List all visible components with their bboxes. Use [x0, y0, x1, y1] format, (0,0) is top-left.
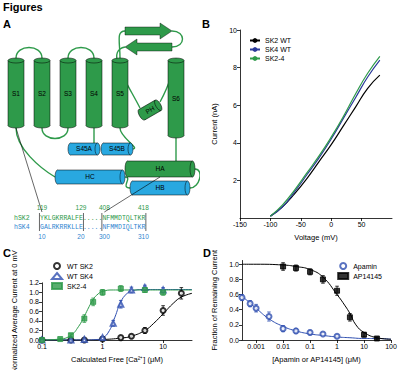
html-text:B: B	[202, 18, 210, 30]
svg-text:50: 50	[358, 221, 366, 228]
svg-text:Voltage (mV): Voltage (mV)	[294, 233, 338, 242]
svg-text:119: 119	[37, 204, 48, 211]
svg-text:300: 300	[99, 233, 110, 240]
html-text:C: C	[3, 247, 11, 259]
svg-text:HB: HB	[155, 184, 164, 191]
svg-text:0.1: 0.1	[37, 343, 47, 350]
svg-text:S3: S3	[64, 90, 72, 97]
svg-text:0.001: 0.001	[247, 343, 265, 350]
svg-text:S2: S2	[38, 90, 46, 97]
svg-text:S6: S6	[172, 95, 180, 102]
svg-text:4: 4	[233, 139, 237, 146]
svg-text:10: 10	[38, 233, 46, 240]
svg-text:S45A: S45A	[76, 145, 93, 152]
svg-text:Current (nA): Current (nA)	[210, 103, 219, 145]
svg-text:PH: PH	[144, 104, 156, 115]
svg-text:WT SK2: WT SK2	[67, 263, 93, 270]
svg-text:SK2 WT: SK2 WT	[265, 37, 292, 44]
svg-text:Calculated Free [Ca²⁺] (μM): Calculated Free [Ca²⁺] (μM)	[71, 355, 163, 364]
svg-text:418: 418	[138, 204, 149, 211]
svg-text:Fraction of Remaining Current: Fraction of Remaining Current	[210, 249, 219, 350]
svg-text:S1: S1	[12, 90, 20, 97]
svg-text:0.4: 0.4	[229, 306, 239, 313]
svg-text:0.4: 0.4	[29, 317, 39, 324]
svg-text:1.0: 1.0	[29, 289, 39, 296]
svg-text:S5: S5	[116, 90, 124, 97]
svg-text:HC: HC	[85, 173, 95, 180]
svg-text:SK2-4: SK2-4	[265, 55, 285, 62]
svg-text:10: 10	[360, 343, 368, 350]
svg-text:10: 10	[229, 27, 237, 34]
svg-text:408: 408	[99, 204, 110, 211]
html-text:Figures: Figures	[3, 1, 43, 13]
svg-text:2: 2	[233, 177, 237, 184]
svg-text:[Apamin or AP14145] (μM): [Apamin or AP14145] (μM)	[272, 355, 361, 364]
svg-text:100: 100	[385, 343, 397, 350]
svg-text:129: 129	[76, 204, 87, 211]
svg-text:Normalized Average Current at: Normalized Average Current at 0 mV	[10, 250, 19, 370]
svg-text:1: 1	[335, 343, 339, 350]
svg-text:1.2: 1.2	[29, 279, 39, 286]
svg-text:0.0: 0.0	[29, 336, 39, 344]
svg-text:20: 20	[77, 233, 85, 240]
svg-text:10: 10	[159, 343, 167, 350]
svg-text:GALRKRRKLLE.....NFMMDIQLTKR: GALRKRRKLLE.....NFMMDIQLTKR	[40, 224, 145, 231]
svg-text:0.6: 0.6	[229, 291, 239, 298]
svg-text:0.8: 0.8	[29, 298, 39, 305]
svg-text:6: 6	[233, 102, 237, 109]
svg-text:0.8: 0.8	[229, 276, 239, 283]
svg-text:S4: S4	[90, 90, 98, 97]
svg-text:Apamin: Apamin	[353, 263, 377, 271]
svg-text:YKLGKRRALFE.....NFMMDTQLTKR: YKLGKRRALFE.....NFMMDTQLTKR	[40, 215, 145, 222]
svg-text:AP14145: AP14145	[353, 273, 382, 280]
svg-text:hSK4: hSK4	[14, 224, 30, 231]
svg-text:-100: -100	[263, 221, 277, 228]
svg-text:WT SK4: WT SK4	[67, 273, 93, 280]
svg-text:-50: -50	[296, 221, 306, 228]
svg-text:310: 310	[138, 233, 149, 240]
svg-text:0.6: 0.6	[29, 308, 39, 315]
svg-text:0.1: 0.1	[305, 343, 315, 350]
svg-text:-150: -150	[233, 221, 247, 228]
html-text:A: A	[3, 18, 11, 30]
svg-text:0.0: 0.0	[229, 337, 239, 344]
svg-text:SK4 WT: SK4 WT	[265, 46, 292, 53]
svg-text:1: 1	[101, 343, 105, 350]
svg-text:S45B: S45B	[109, 145, 125, 152]
svg-text:0: 0	[329, 221, 333, 228]
html-text:D: D	[203, 247, 211, 259]
svg-text:0.01: 0.01	[276, 343, 290, 350]
svg-text:8: 8	[233, 64, 237, 71]
svg-text:hSK2: hSK2	[14, 215, 30, 222]
svg-text:HA: HA	[155, 165, 165, 172]
svg-text:SK2-4: SK2-4	[67, 283, 87, 290]
svg-text:0.2: 0.2	[29, 327, 39, 334]
svg-text:0.2: 0.2	[229, 321, 239, 328]
svg-text:1.0: 1.0	[229, 261, 239, 268]
